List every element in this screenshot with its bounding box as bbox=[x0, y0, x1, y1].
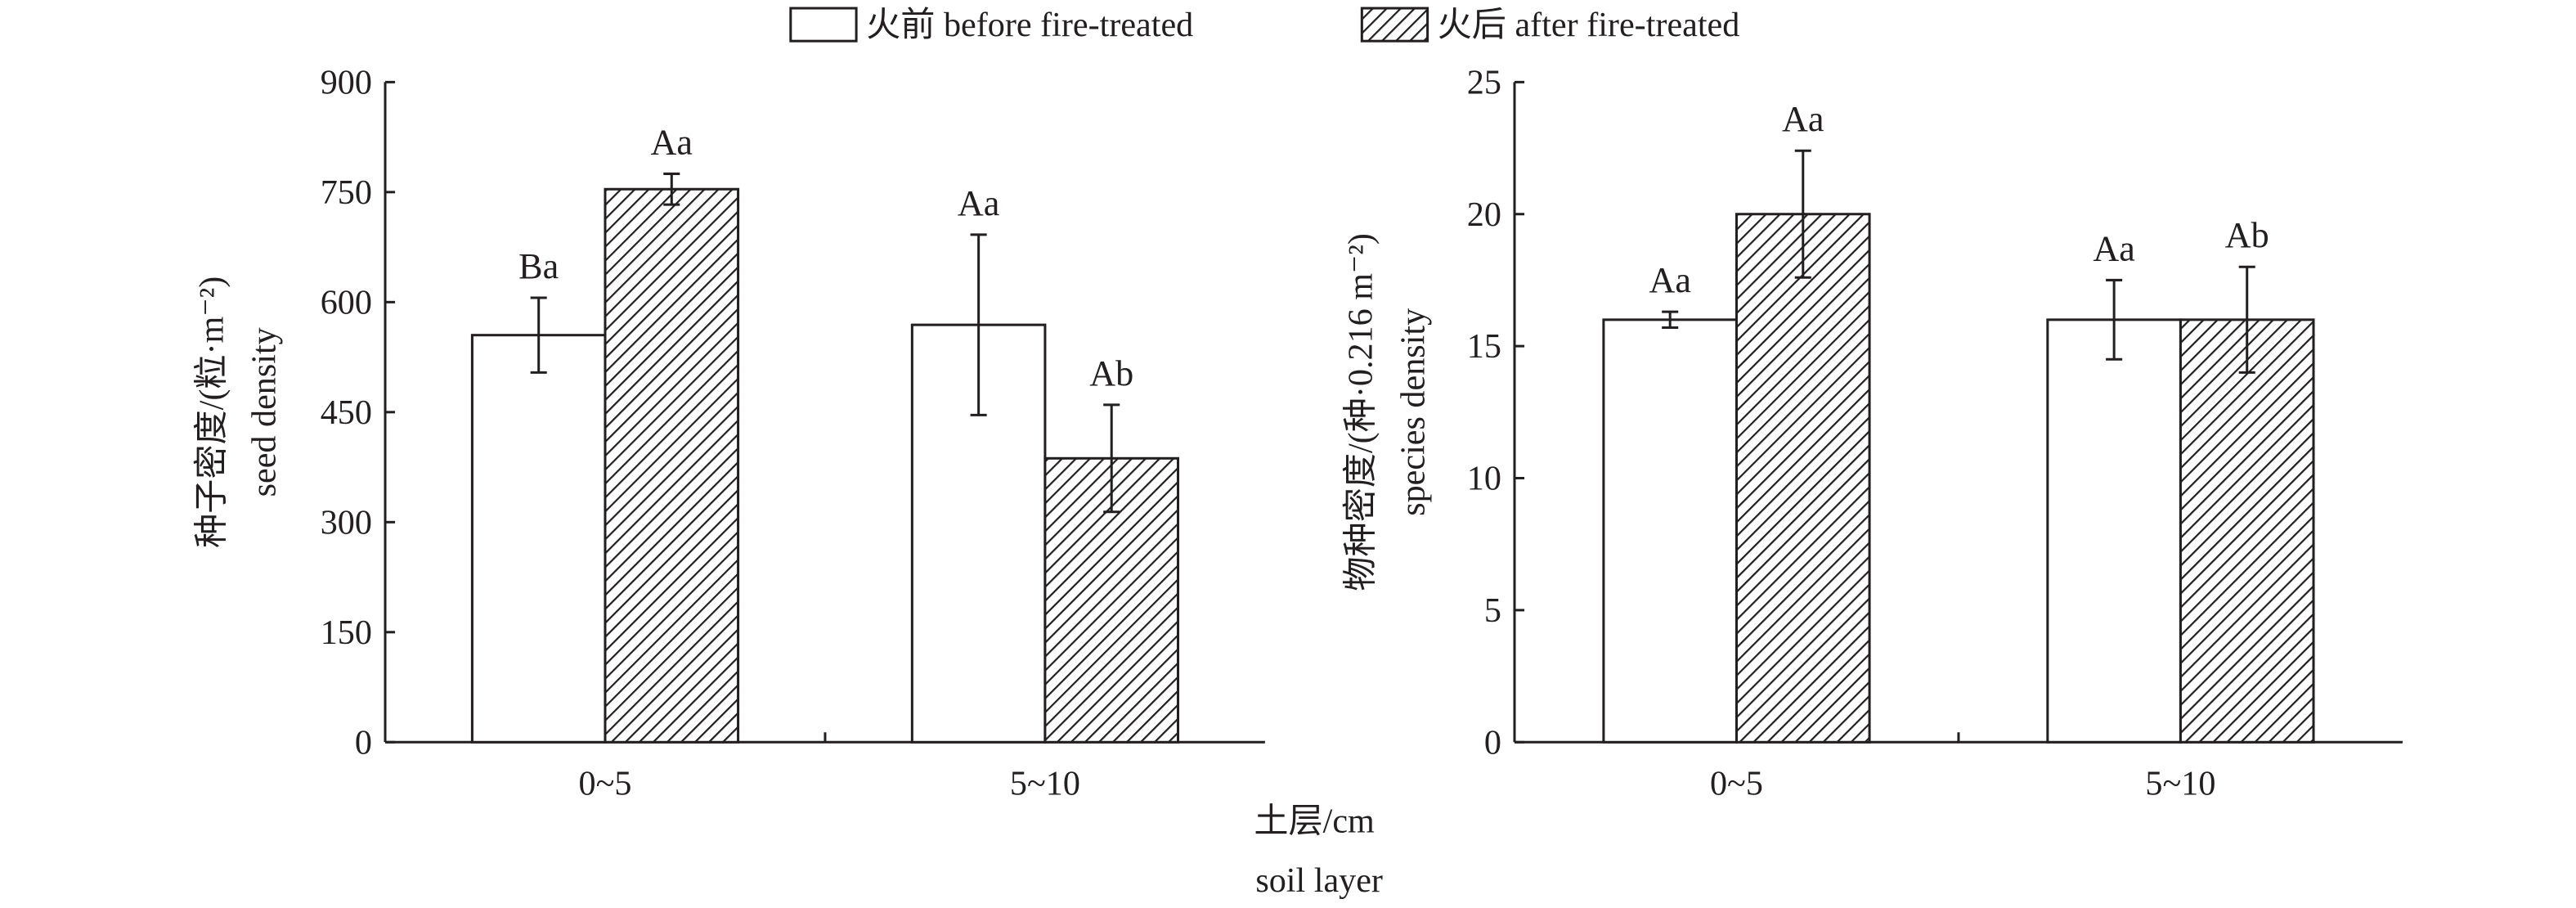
significance-label: Ab bbox=[2225, 215, 2269, 255]
y-axis-title-line1: 物种密度/(种·0.216 m⁻²) bbox=[1341, 233, 1380, 591]
significance-label: Aa bbox=[958, 183, 999, 223]
bar-before bbox=[910, 323, 1047, 744]
y-tick-label: 900 bbox=[321, 63, 372, 101]
bar-after bbox=[1735, 213, 1871, 744]
legend-swatch-after bbox=[1360, 7, 1429, 43]
y-tick-label: 450 bbox=[321, 393, 372, 432]
y-axis-title-line1: 种子密度/(粒·m⁻²) bbox=[192, 276, 231, 548]
y-tick-label: 0 bbox=[1484, 723, 1501, 762]
y-tick-label: 150 bbox=[321, 614, 372, 652]
chart-seed-density: 0 150 300 450 600 750 900 0~5 Ba Aa 5~10 Aa Ab 种子密度/(… bbox=[192, 63, 1265, 803]
x-axis-title-line1: 土层/cm bbox=[1254, 802, 1375, 841]
legend-label-before: 火前 before fire-treated bbox=[866, 6, 1193, 44]
y-tick-label: 5 bbox=[1484, 591, 1501, 630]
y-axis-title-line2: seed density bbox=[245, 327, 284, 497]
y-tick-label: 300 bbox=[321, 503, 372, 542]
bar-after bbox=[604, 187, 740, 744]
significance-label: Ab bbox=[1089, 353, 1133, 393]
bar-before bbox=[470, 334, 607, 744]
y-tick-label: 600 bbox=[321, 283, 372, 321]
x-tick-label: 5~10 bbox=[2145, 765, 2215, 803]
x-tick-label: 0~5 bbox=[579, 765, 632, 803]
significance-label: Aa bbox=[2093, 228, 2134, 268]
legend-swatch-before bbox=[789, 7, 858, 43]
significance-label: Ba bbox=[518, 246, 559, 286]
y-axis-title-line2: species density bbox=[1394, 308, 1433, 516]
legend-label-after: 火后 after fire-treated bbox=[1438, 6, 1740, 44]
chart-species-density: 0 5 10 15 20 25 0~5 Aa Aa 5~10 Aa Ab 物种密度/(种·0.216 m… bbox=[1341, 63, 2403, 803]
x-axis-title-line2: soil layer bbox=[1255, 861, 1383, 900]
legend: 火前 before fire-treated 火后 after fire-tre… bbox=[789, 6, 1740, 44]
y-tick-label: 15 bbox=[1467, 327, 1501, 366]
bar-before bbox=[1602, 318, 1738, 744]
significance-label: Aa bbox=[1649, 260, 1690, 300]
y-tick-label: 750 bbox=[321, 173, 372, 212]
significance-label: Aa bbox=[651, 122, 693, 162]
bar-after bbox=[2179, 318, 2315, 744]
y-tick-label: 25 bbox=[1467, 63, 1501, 101]
y-tick-label: 10 bbox=[1467, 460, 1501, 498]
x-tick-label: 0~5 bbox=[1710, 765, 1763, 803]
y-tick-label: 20 bbox=[1467, 196, 1501, 234]
bar-before bbox=[2046, 318, 2182, 744]
x-tick-label: 5~10 bbox=[1010, 765, 1080, 803]
y-tick-label: 0 bbox=[355, 723, 372, 762]
significance-label: Aa bbox=[1782, 99, 1824, 139]
